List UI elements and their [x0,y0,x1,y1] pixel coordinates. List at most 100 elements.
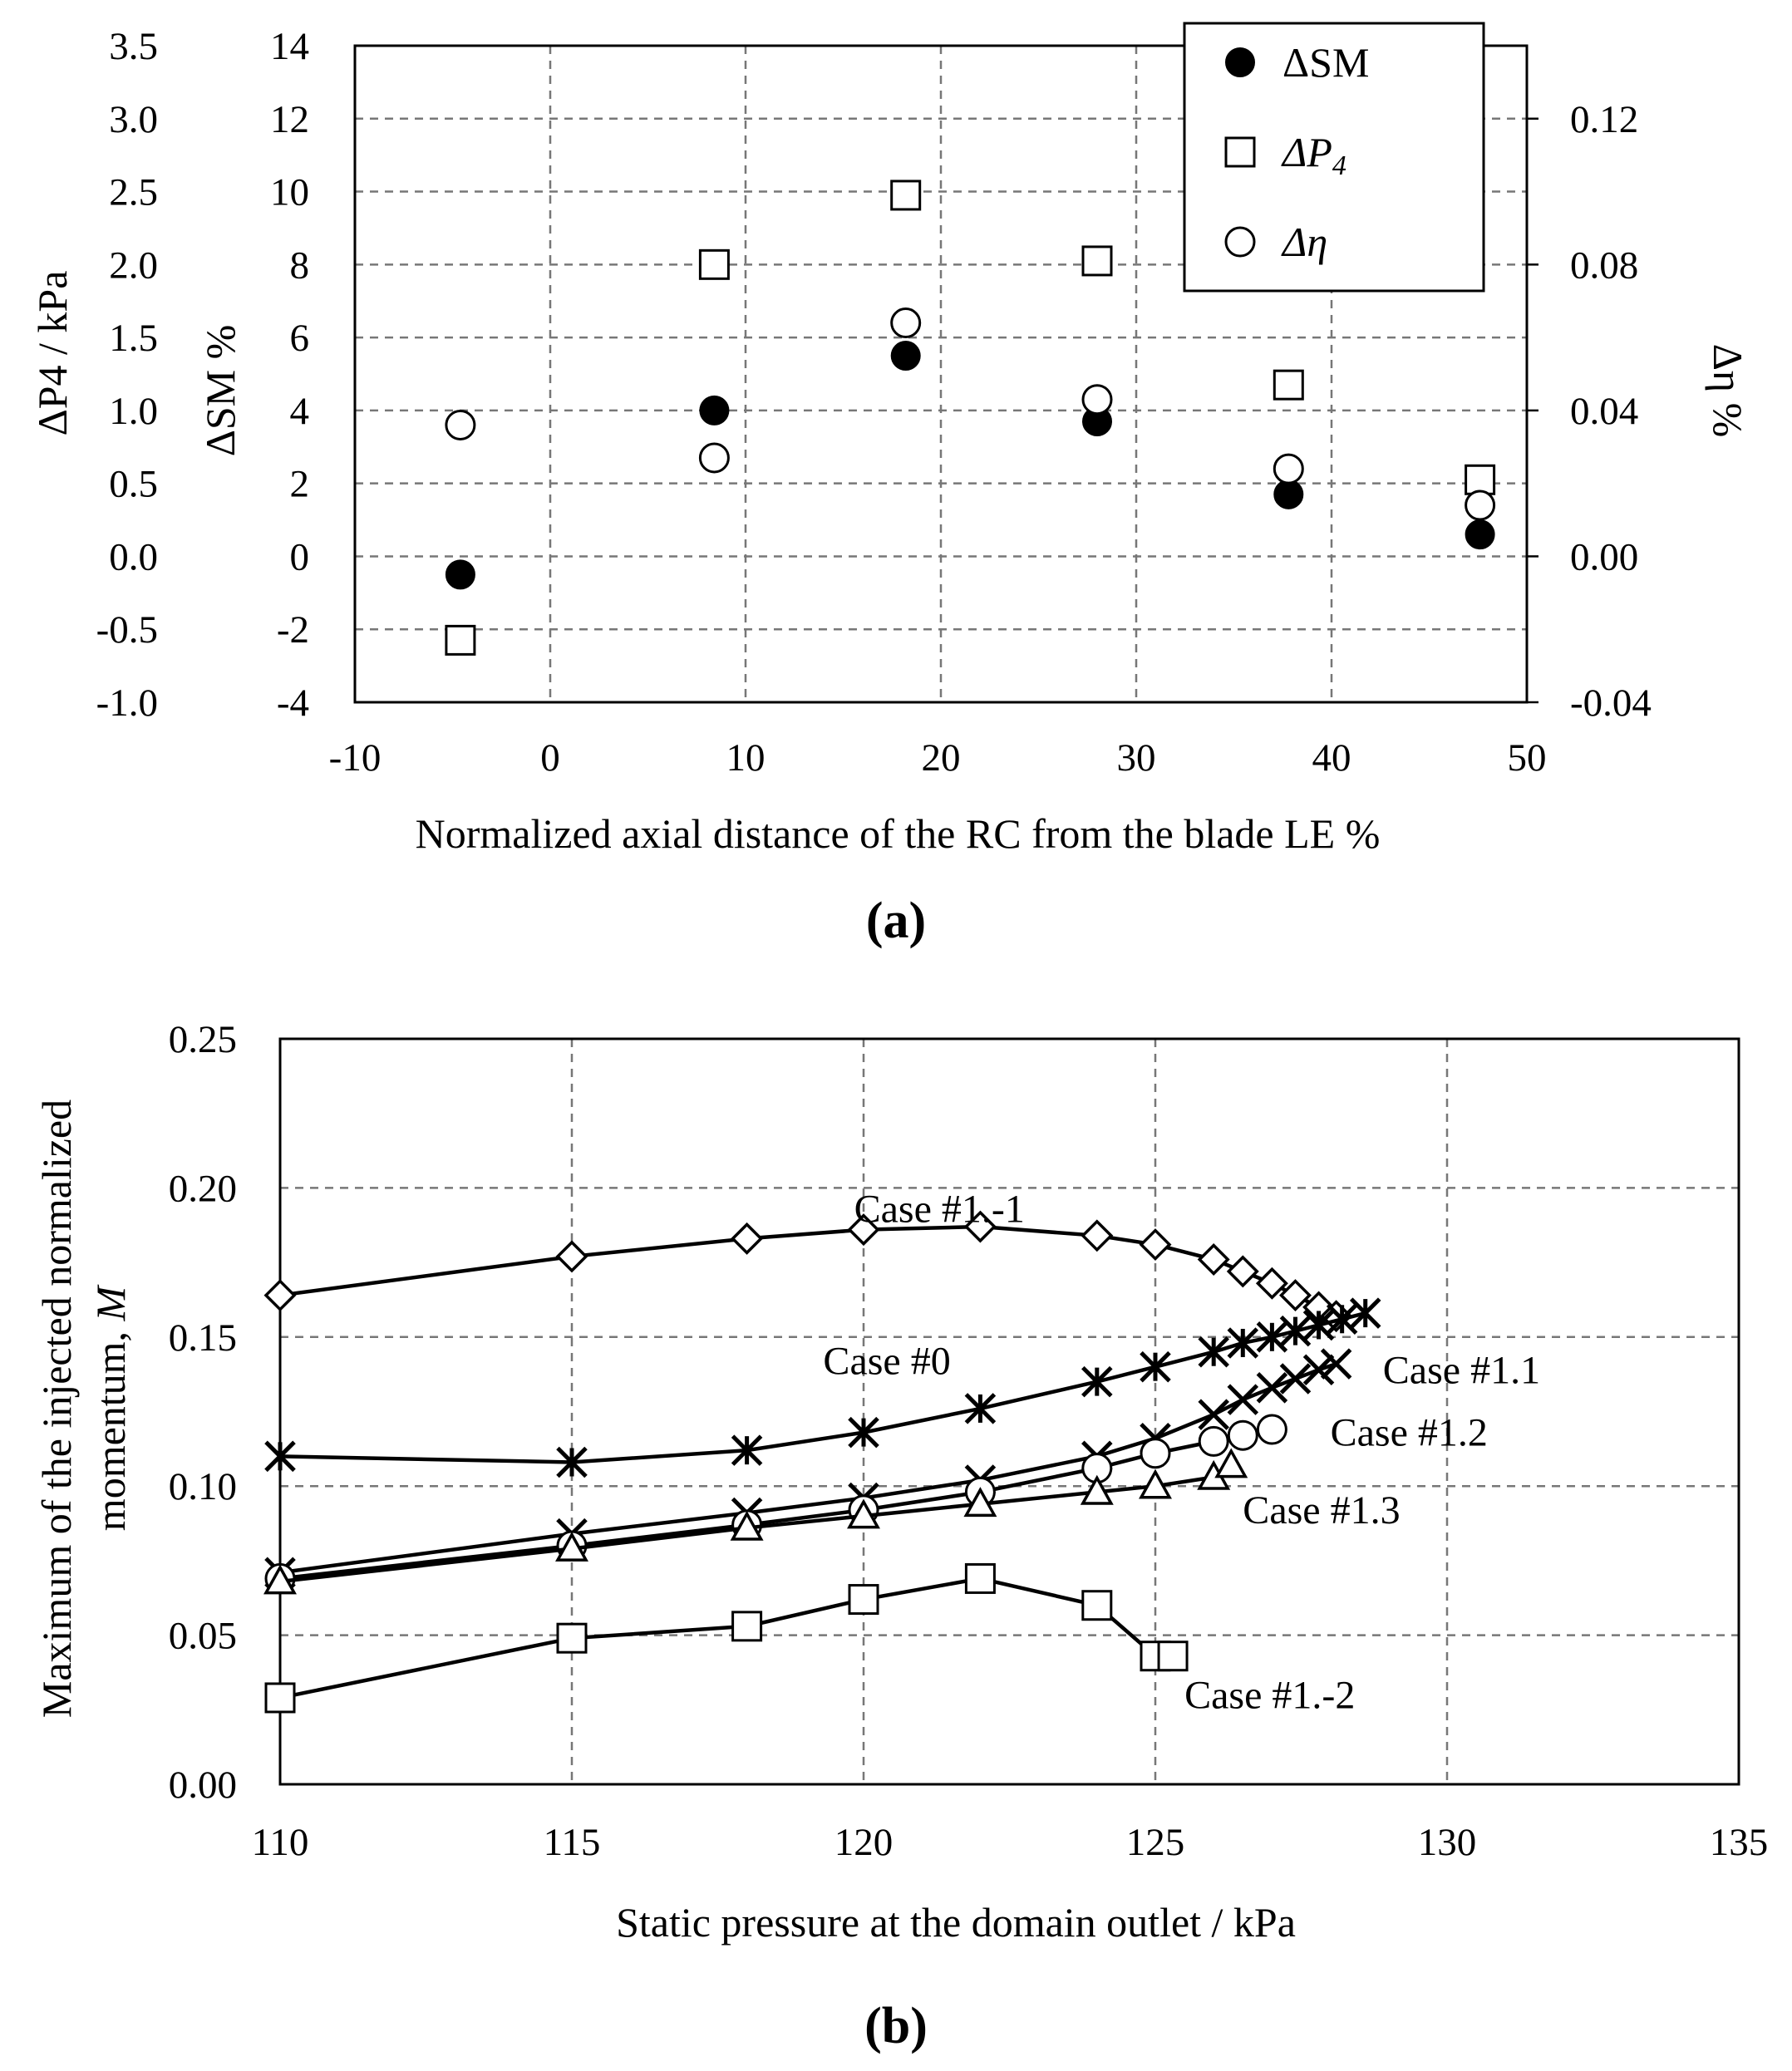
b-point-case-1-3 [1214,1448,1248,1478]
b-point-case-1-2 [731,1611,763,1642]
b-point-case-1-1-stroke [1279,1363,1312,1395]
b-point-case-1-2 [1140,1438,1171,1469]
b-point-case-1-1-stroke [1320,1348,1352,1380]
b-point-case-1-3 [263,1564,297,1595]
b-point-case-1-1 [731,1222,764,1255]
b-point-case-1-1 [963,1210,997,1243]
b-point-case-1-1 [1227,1384,1259,1415]
b-y-tick-label: 0.10 [169,1465,237,1508]
b-case-label: Case #1.-1 [854,1188,1025,1232]
b-point-case-1-3 [847,1498,880,1529]
a-y-tick-label-sm: 12 [270,98,309,141]
b-point-case-0 [1326,1303,1358,1336]
a-y-tick-label-p4: 2.5 [109,171,158,214]
b-case-label: Case #1.1 [1383,1348,1540,1392]
b-point-case-0 [731,1434,763,1466]
b-y-axis-label: Maximum of the injected normalized [33,1099,80,1718]
a-y-axis-label-p4: ΔP4 / kPa [29,271,76,436]
a-point-p4 [445,624,476,656]
a-y-tick-label-sm: 8 [290,244,310,287]
b-y-tick-label: 0.25 [169,1018,237,1061]
a-y-tick-label-sm: -4 [277,681,309,725]
b-point-case-1-2 [556,1622,588,1654]
b-y-axis-label-2-var: M [87,1284,134,1321]
b-y-tick-label: 0.00 [169,1764,237,1807]
b-y-tick-label: 0.15 [169,1316,237,1360]
b-case-label: Case #1.-2 [1184,1673,1355,1717]
b-plot-frame [278,1037,1740,1786]
a-x-tick-label: 30 [1117,736,1156,780]
b-point-case-1-1 [1198,1399,1229,1430]
a-x-tick-labels: -10 0 10 20 30 40 50 [329,736,1547,780]
b-point-case-0 [556,1446,588,1478]
a-y-tick-label-p4: 0.0 [109,535,158,578]
a-point-eta [1465,489,1496,521]
b-point-case-1-1-stroke [1198,1399,1229,1430]
b-panel-label: (b) [864,1998,928,2054]
b-point-case-1-1 [555,1240,588,1273]
b-point-case-0 [1081,1365,1113,1398]
a-x-tick-label: 0 [540,736,560,780]
a-y-tick-label-p4: 3.0 [109,98,158,141]
b-point-case-1-1 [1255,1267,1288,1300]
a-panel-label: (a) [866,893,926,949]
b-point-case-1-1 [1320,1348,1352,1380]
b-point-case-1-2 [848,1584,879,1616]
a-y-tick-labels-sm: -4 -2 0 2 4 6 8 10 12 14 [270,25,309,725]
a-point-p4 [698,248,730,280]
a-point-eta [698,442,730,474]
a-point-eta [445,409,476,440]
b-point-case-0 [848,1416,879,1449]
a-legend-symbol [1224,136,1256,168]
b-point-case-1-1 [1226,1255,1259,1288]
b-y-axis-label-2: momentum, M [87,1284,134,1531]
a-legend-label-main: Δη [1281,219,1327,265]
b-y-tick-labels: 0.00 0.05 0.10 0.15 0.20 0.25 [169,1018,237,1807]
a-point-eta [890,307,922,339]
a-y-tick-label-p4: 1.0 [109,390,158,433]
a-point-sm [1273,479,1304,509]
a-legend-label: ΔSM [1282,39,1369,86]
b-point-case-1-2 [1227,1419,1258,1451]
b-point-case-1-3 [1080,1474,1114,1505]
panel-a: -10 0 10 20 30 40 50 -4 -2 0 2 4 6 8 10 12 14 -1.0 -0.5 0… [29,22,1751,949]
b-line-case-1-1 [279,1224,1337,1318]
b-point-case-1-3 [1139,1468,1172,1499]
a-y-axis-label-eta: Δη % [1705,344,1751,437]
a-x-tick-label: 40 [1312,736,1351,780]
b-point-case-1-2 [1198,1425,1229,1457]
b-x-tick-label: 135 [1710,1821,1769,1864]
b-point-case-1-1 [847,1213,880,1247]
a-y-tick-label-sm: 2 [290,463,310,506]
b-point-case-1-2 [964,1562,996,1594]
b-point-case-1-1-stroke [1227,1384,1259,1415]
a-y-tick-label-p4: 3.5 [109,25,158,68]
b-point-case-0 [264,1440,296,1473]
b-case-label: Case #1.2 [1331,1411,1488,1455]
a-y-tick-label-sm: 14 [270,25,309,68]
b-point-case-0 [1279,1315,1312,1347]
b-point-case-0 [1302,1309,1335,1341]
b-point-case-0 [1140,1350,1171,1383]
a-legend-label: ΔP4 [1281,129,1346,181]
a-legend: ΔSM ΔP4 Δη [1183,22,1485,293]
a-legend-symbol [1225,47,1255,77]
a-point-sm [890,341,921,371]
b-y-tick-label: 0.20 [169,1167,237,1210]
a-y-axis-label-sm: ΔSM % [197,325,244,457]
a-legend-label-main: ΔSM [1282,39,1369,86]
a-point-eta [1081,384,1113,416]
a-y-tick-label-p4: -0.5 [96,608,158,652]
a-legend-label: Δη [1281,219,1327,265]
b-point-case-0 [1227,1327,1259,1359]
a-legend-label-sub: 4 [1332,150,1346,181]
b-point-case-0 [1256,1321,1288,1353]
b-line-case-1-1 [279,1361,1337,1575]
b-point-case-0 [1198,1336,1229,1368]
a-y-tick-label-sm: 0 [290,535,310,578]
a-legend-symbol [1224,226,1256,258]
b-grid [280,1039,1739,1784]
a-y-tick-labels-eta: -0.04 0.00 0.04 0.08 0.12 [1527,98,1652,725]
b-line-case-1-2 [279,1427,1273,1581]
a-point-p4 [1465,464,1496,495]
